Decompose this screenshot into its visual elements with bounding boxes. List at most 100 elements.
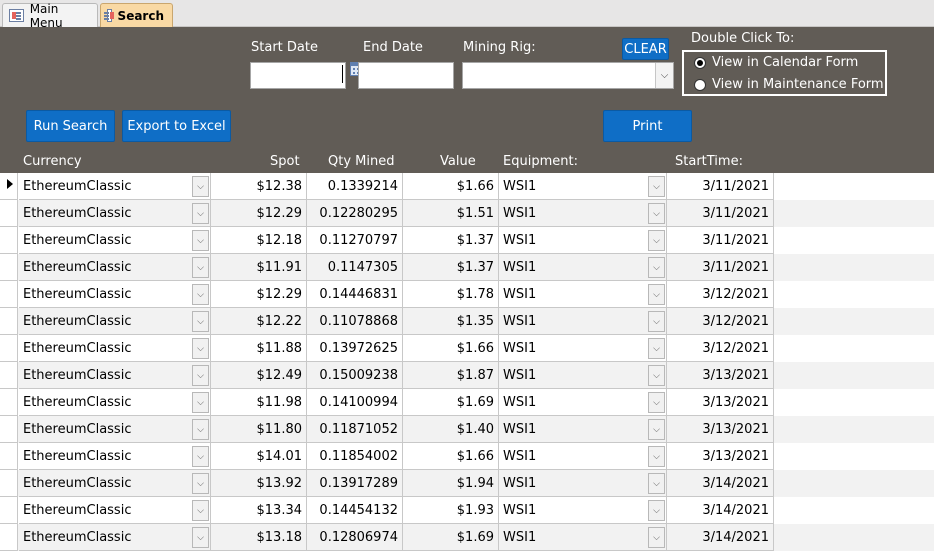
currency-cell[interactable]: EthereumClassic [19,227,211,254]
chevron-down-icon[interactable]: ⌵ [648,527,665,548]
equipment-cell[interactable]: WSI1 [499,362,667,389]
value-cell[interactable]: $1.66 [403,335,499,362]
qty-mined-cell[interactable]: 0.12806974 [307,524,403,551]
value-cell[interactable]: $1.37 [403,254,499,281]
record-selector[interactable] [0,497,18,524]
table-row[interactable]: EthereumClassic ⌵ $12.29 0.12280295 $1.5… [0,200,934,227]
table-row[interactable]: EthereumClassic ⌵ $14.01 0.11854002 $1.6… [0,443,934,470]
qty-mined-cell[interactable]: 0.1147305 [307,254,403,281]
chevron-down-icon[interactable]: ⌵ [648,500,665,521]
chevron-down-icon[interactable]: ⌵ [648,419,665,440]
print-button[interactable]: Print [603,110,692,142]
export-to-excel-button[interactable]: Export to Excel [122,110,231,142]
chevron-down-icon[interactable]: ⌵ [192,203,209,224]
table-row[interactable]: EthereumClassic ⌵ $11.91 0.1147305 $1.37… [0,254,934,281]
chevron-down-icon[interactable]: ⌵ [192,311,209,332]
qty-mined-cell[interactable]: 0.11270797 [307,227,403,254]
value-cell[interactable]: $1.69 [403,389,499,416]
equipment-cell[interactable]: WSI1 [499,254,667,281]
record-selector[interactable] [0,308,18,335]
chevron-down-icon[interactable]: ⌵ [655,63,673,88]
table-row[interactable]: EthereumClassic ⌵ $12.49 0.15009238 $1.8… [0,362,934,389]
qty-mined-cell[interactable]: 0.14446831 [307,281,403,308]
chevron-down-icon[interactable]: ⌵ [192,230,209,251]
equipment-cell[interactable]: WSI1 [499,200,667,227]
qty-mined-cell[interactable]: 0.11871052 [307,416,403,443]
starttime-cell[interactable]: 3/13/2021 [667,416,774,443]
record-selector[interactable] [0,362,18,389]
chevron-down-icon[interactable]: ⌵ [192,338,209,359]
equipment-cell[interactable]: WSI1 [499,443,667,470]
chevron-down-icon[interactable]: ⌵ [648,230,665,251]
chevron-down-icon[interactable]: ⌵ [192,176,209,197]
equipment-cell[interactable]: WSI1 [499,227,667,254]
equipment-cell[interactable]: WSI1 [499,470,667,497]
radio-unselected-icon[interactable] [694,78,706,91]
currency-cell[interactable]: EthereumClassic [19,308,211,335]
end-date-field[interactable] [358,62,454,89]
spot-cell[interactable]: $12.49 [211,362,307,389]
currency-cell[interactable]: EthereumClassic [19,443,211,470]
chevron-down-icon[interactable]: ⌵ [648,446,665,467]
starttime-cell[interactable]: 3/11/2021 [667,227,774,254]
chevron-down-icon[interactable]: ⌵ [192,473,209,494]
table-row[interactable]: EthereumClassic ⌵ $13.92 0.13917289 $1.9… [0,470,934,497]
chevron-down-icon[interactable]: ⌵ [648,473,665,494]
table-row[interactable]: EthereumClassic ⌵ $12.18 0.11270797 $1.3… [0,227,934,254]
equipment-cell[interactable]: WSI1 [499,173,667,200]
starttime-cell[interactable]: 3/12/2021 [667,335,774,362]
equipment-cell[interactable]: WSI1 [499,308,667,335]
table-row[interactable]: EthereumClassic ⌵ $12.22 0.11078868 $1.3… [0,308,934,335]
record-selector[interactable] [0,200,18,227]
spot-cell[interactable]: $11.80 [211,416,307,443]
starttime-cell[interactable]: 3/11/2021 [667,200,774,227]
spot-cell[interactable]: $12.22 [211,308,307,335]
spot-cell[interactable]: $12.29 [211,200,307,227]
table-row[interactable]: EthereumClassic ⌵ $11.88 0.13972625 $1.6… [0,335,934,362]
chevron-down-icon[interactable]: ⌵ [648,392,665,413]
spot-cell[interactable]: $12.29 [211,281,307,308]
qty-mined-cell[interactable]: 0.11078868 [307,308,403,335]
currency-cell[interactable]: EthereumClassic [19,524,211,551]
starttime-cell[interactable]: 3/11/2021 [667,173,774,200]
equipment-cell[interactable]: WSI1 [499,335,667,362]
currency-cell[interactable]: EthereumClassic [19,335,211,362]
chevron-down-icon[interactable]: ⌵ [648,284,665,305]
chevron-down-icon[interactable]: ⌵ [192,257,209,278]
chevron-down-icon[interactable]: ⌵ [192,284,209,305]
table-row[interactable]: EthereumClassic ⌵ $11.80 0.11871052 $1.4… [0,416,934,443]
value-cell[interactable]: $1.87 [403,362,499,389]
record-selector[interactable] [0,173,18,200]
table-row[interactable]: EthereumClassic ⌵ $13.18 0.12806974 $1.6… [0,524,934,551]
spot-cell[interactable]: $13.92 [211,470,307,497]
currency-cell[interactable]: EthereumClassic [19,362,211,389]
value-cell[interactable]: $1.66 [403,173,499,200]
chevron-down-icon[interactable]: ⌵ [192,365,209,386]
value-cell[interactable]: $1.93 [403,497,499,524]
start-date-field[interactable] [250,62,346,89]
table-row[interactable]: EthereumClassic ⌵ $11.98 0.14100994 $1.6… [0,389,934,416]
starttime-cell[interactable]: 3/13/2021 [667,362,774,389]
option-calendar-form[interactable]: View in Calendar Form [694,55,858,70]
tab-main-menu[interactable]: Main Menu [2,2,98,30]
chevron-down-icon[interactable]: ⌵ [648,365,665,386]
record-selector[interactable] [0,389,18,416]
equipment-cell[interactable]: WSI1 [499,281,667,308]
currency-cell[interactable]: EthereumClassic [19,416,211,443]
spot-cell[interactable]: $13.34 [211,497,307,524]
table-row[interactable]: EthereumClassic ⌵ $12.29 0.14446831 $1.7… [0,281,934,308]
chevron-down-icon[interactable]: ⌵ [192,527,209,548]
spot-cell[interactable]: $11.98 [211,389,307,416]
starttime-cell[interactable]: 3/13/2021 [667,443,774,470]
qty-mined-cell[interactable]: 0.12280295 [307,200,403,227]
record-selector[interactable] [0,443,18,470]
record-selector[interactable] [0,524,18,551]
chevron-down-icon[interactable]: ⌵ [192,500,209,521]
value-cell[interactable]: $1.69 [403,524,499,551]
currency-cell[interactable]: EthereumClassic [19,173,211,200]
record-selector[interactable] [0,335,18,362]
spot-cell[interactable]: $11.91 [211,254,307,281]
currency-cell[interactable]: EthereumClassic [19,470,211,497]
starttime-cell[interactable]: 3/14/2021 [667,524,774,551]
table-row[interactable]: EthereumClassic ⌵ $13.34 0.14454132 $1.9… [0,497,934,524]
